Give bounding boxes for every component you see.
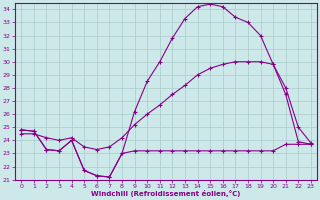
X-axis label: Windchill (Refroidissement éolien,°C): Windchill (Refroidissement éolien,°C) (92, 190, 241, 197)
